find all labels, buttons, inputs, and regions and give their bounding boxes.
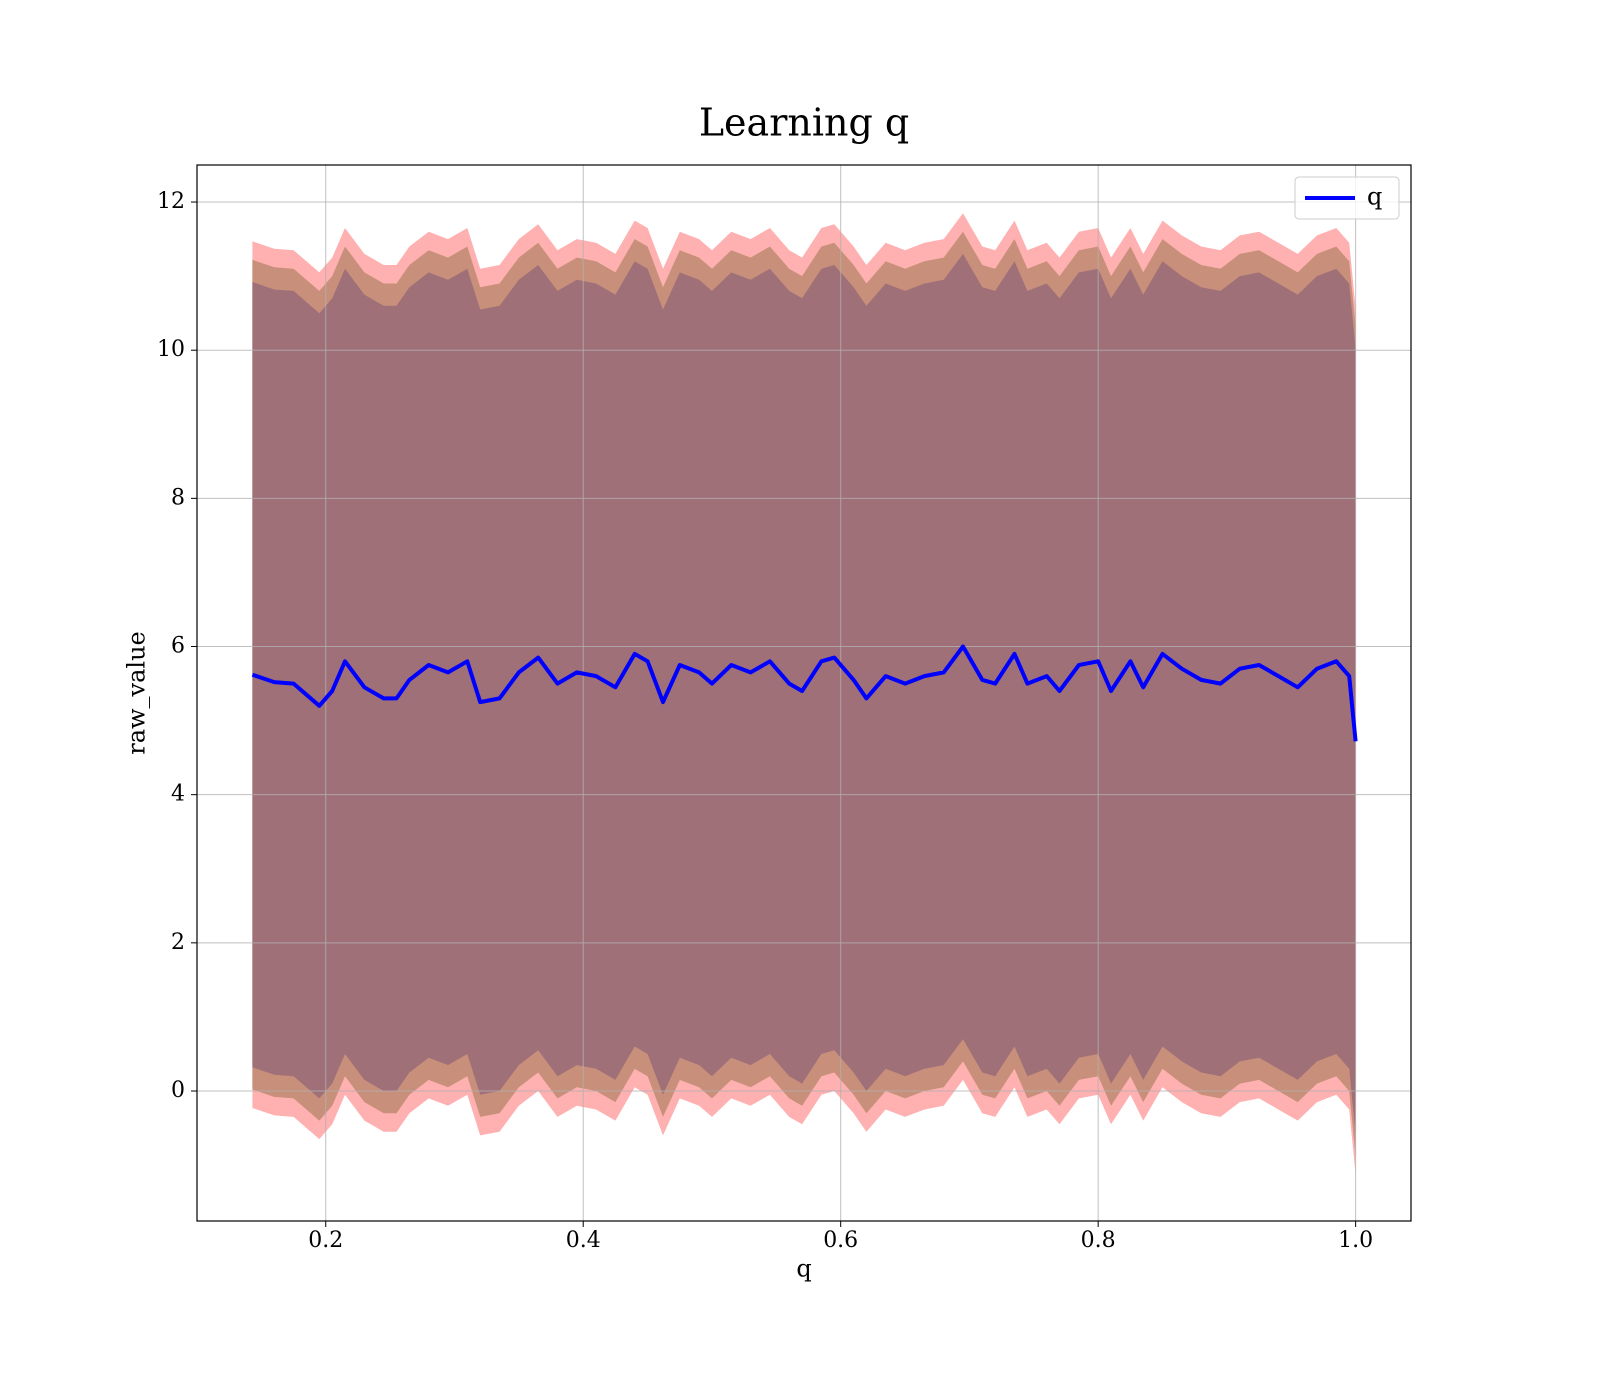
y-tick-label: 6 [171,634,185,659]
x-tick-label: 0.6 [823,1228,858,1253]
x-tick-label: 0.2 [308,1228,343,1253]
x-tick-label: 0.4 [566,1228,601,1253]
x-axis-label: q [796,1255,811,1283]
line [251,644,1358,742]
chart-title: Learning q [699,101,909,145]
y-tick-label: 12 [157,189,185,214]
y-tick-label: 8 [171,485,185,510]
y-tick-label: 2 [171,930,185,955]
error-band [252,253,1356,1134]
y-tick-label: 0 [171,1078,185,1103]
y-tick-label: 10 [157,337,185,362]
plot-area [197,165,1411,1221]
legend-label: q [1367,183,1382,211]
x-tick-label: 0.8 [1081,1228,1116,1253]
x-tick-label: 1.0 [1338,1228,1373,1253]
y-axis-label: raw_value [123,631,151,755]
axes-frame [196,164,1412,1222]
y-tick-label: 4 [171,782,185,807]
